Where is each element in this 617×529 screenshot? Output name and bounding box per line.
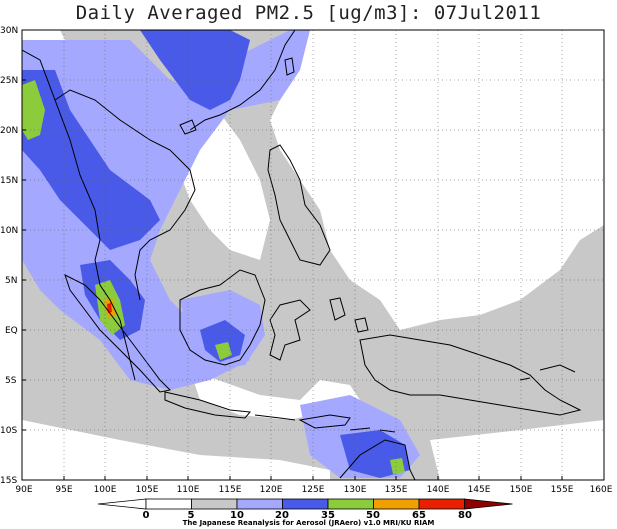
colorbar-swatch-1 (145, 498, 192, 510)
lon-label-120e: 120E (260, 485, 283, 495)
coast-mainland (22, 30, 296, 381)
colorbar-swatch-under (97, 498, 147, 510)
lon-label-150e: 150E (510, 485, 533, 495)
coast-taiwan (284, 57, 295, 76)
colorbar-label-80: 80 (458, 510, 472, 521)
field-green-borneo (215, 342, 232, 360)
lat-labels: 30N 25N 20N 15N 10N 5N EQ 5S 10S 15S (0, 26, 18, 486)
field-blue-northwest (22, 70, 160, 250)
field-white-se (430, 420, 604, 480)
lat-label-eq: EQ (5, 326, 18, 336)
lat-label-10n: 10N (0, 226, 18, 236)
coast-newguinea (359, 334, 582, 416)
coast-lesser (254, 414, 396, 433)
colorbar-label-50: 50 (366, 510, 380, 521)
colorbar-swatch-over (464, 498, 513, 510)
colorbar (97, 498, 513, 510)
coast-timor (298, 414, 351, 429)
field-green-south (390, 458, 405, 474)
lon-labels: 90E 95E 100E 105E 110E 115E 120E 125E 13… (15, 485, 612, 495)
lat-label-15n: 15N (0, 176, 18, 186)
colorbar-swatch-3 (236, 498, 283, 510)
credit-line: The Japanese Reanalysis for Aerosol (JRA… (182, 519, 435, 527)
map-title: Daily Averaged PM2.5 [ug/m3]: 07Jul2011 (75, 2, 542, 24)
coast-bismarck (519, 364, 576, 381)
graticule (22, 30, 604, 480)
coast-australia (339, 439, 416, 480)
lon-label-155e: 155E (551, 485, 574, 495)
lon-label-105e: 105E (136, 485, 159, 495)
field-green-west (22, 80, 45, 140)
lat-label-30n: 30N (0, 26, 18, 36)
lon-label-160e: 160E (590, 485, 613, 495)
lon-label-110e: 110E (177, 485, 200, 495)
field-white-east (270, 30, 604, 330)
colorbar-swatch-6 (373, 498, 420, 510)
lat-label-20n: 20N (0, 126, 18, 136)
lon-label-115e: 115E (219, 485, 242, 495)
lat-label-25n: 25N (0, 76, 18, 86)
colorbar-labels: 0 5 10 20 35 50 65 80 (143, 510, 472, 521)
coast-sulawesi (269, 299, 311, 361)
colorbar-label-5: 5 (188, 510, 195, 521)
colorbar-swatch-7 (418, 498, 465, 510)
lon-label-145e: 145E (468, 485, 491, 495)
lon-label-130e: 130E (344, 485, 367, 495)
colorbar-label-65: 65 (412, 510, 426, 521)
lon-label-90e: 90E (15, 485, 32, 495)
lon-label-95e: 95E (55, 485, 72, 495)
coast-java (164, 391, 251, 419)
lat-label-5s: 5S (5, 376, 17, 386)
lon-label-140e: 140E (427, 485, 450, 495)
coast-borneo (179, 269, 266, 366)
lon-label-125e: 125E (302, 485, 325, 495)
colorbar-label-0: 0 (143, 510, 150, 521)
colorbar-label-35: 35 (321, 510, 335, 521)
lon-label-100e: 100E (94, 485, 117, 495)
coast-hainan (179, 119, 197, 135)
lat-label-10s: 10S (0, 426, 17, 436)
colorbar-swatch-5 (327, 498, 374, 510)
tick-marks (22, 79, 563, 480)
colorbar-label-10: 10 (230, 510, 244, 521)
lat-label-5n: 5N (5, 276, 17, 286)
field-blue-north (140, 30, 250, 110)
field-blue-borneo (200, 320, 245, 362)
colorbar-swatch-2 (191, 498, 238, 510)
coast-philippines (267, 144, 331, 266)
field-white-south (22, 420, 330, 480)
coast-moluccas (329, 297, 369, 333)
colorbar-swatch-4 (282, 498, 329, 510)
coastlines (22, 30, 582, 480)
lon-label-135e: 135E (385, 485, 408, 495)
lat-label-15s: 15S (0, 476, 17, 486)
colorbar-label-20: 20 (275, 510, 289, 521)
